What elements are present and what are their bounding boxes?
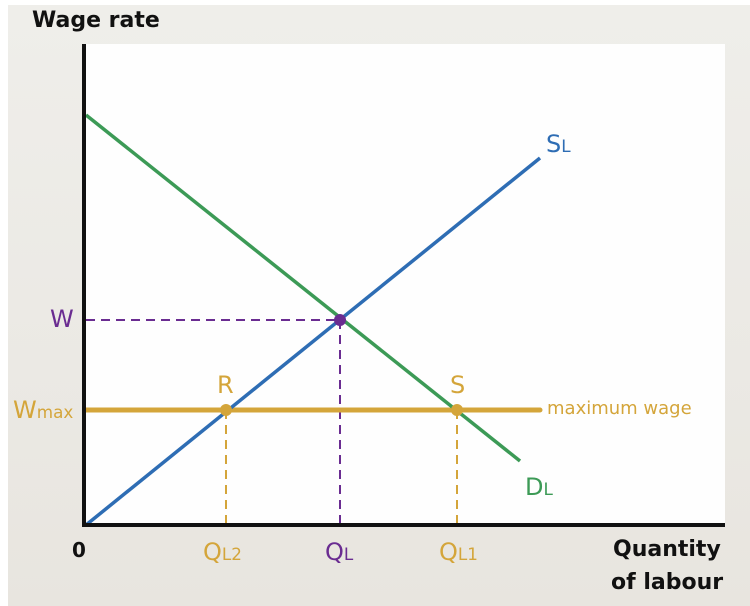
demand-label: DL — [525, 475, 553, 499]
demand-label-sub: L — [543, 479, 553, 499]
r-label: R — [217, 371, 234, 399]
maximum-wage-label: maximum wage — [547, 398, 692, 419]
supply-label: SL — [546, 132, 571, 156]
demand-label-main: D — [525, 473, 544, 501]
ql1-label-main: Q — [439, 538, 458, 566]
y-axis-title: Wage rate — [32, 8, 160, 33]
plot-area — [84, 44, 725, 526]
s-label: S — [450, 371, 466, 399]
demand-curve — [84, 113, 522, 463]
ql-label-main: Q — [325, 538, 344, 566]
ql-tick-label: QL — [325, 540, 353, 564]
supply-label-main: S — [546, 130, 562, 158]
ql2-label-main: Q — [203, 538, 222, 566]
x-axis-title-line2: of labour — [611, 570, 724, 595]
point-s — [451, 404, 463, 416]
wmax-label-main: W — [13, 396, 37, 424]
wmax-label-sub: max — [36, 402, 74, 422]
ql1-tick-label: QL1 — [439, 540, 478, 564]
wmax-tick-label: Wmax — [13, 398, 73, 422]
ql2-label-sub: L2 — [221, 544, 242, 564]
point-r — [220, 404, 232, 416]
origin-label: 0 — [72, 538, 86, 562]
equilibrium-point — [334, 314, 346, 326]
ql1-label-sub: L1 — [457, 544, 478, 564]
supply-curve — [84, 156, 542, 527]
x-axis-title-line1: Quantity — [613, 537, 721, 562]
ql-label-sub: L — [343, 544, 354, 564]
ql2-tick-label: QL2 — [203, 540, 242, 564]
supply-label-sub: L — [561, 136, 571, 156]
w-tick-label: W — [50, 305, 74, 333]
